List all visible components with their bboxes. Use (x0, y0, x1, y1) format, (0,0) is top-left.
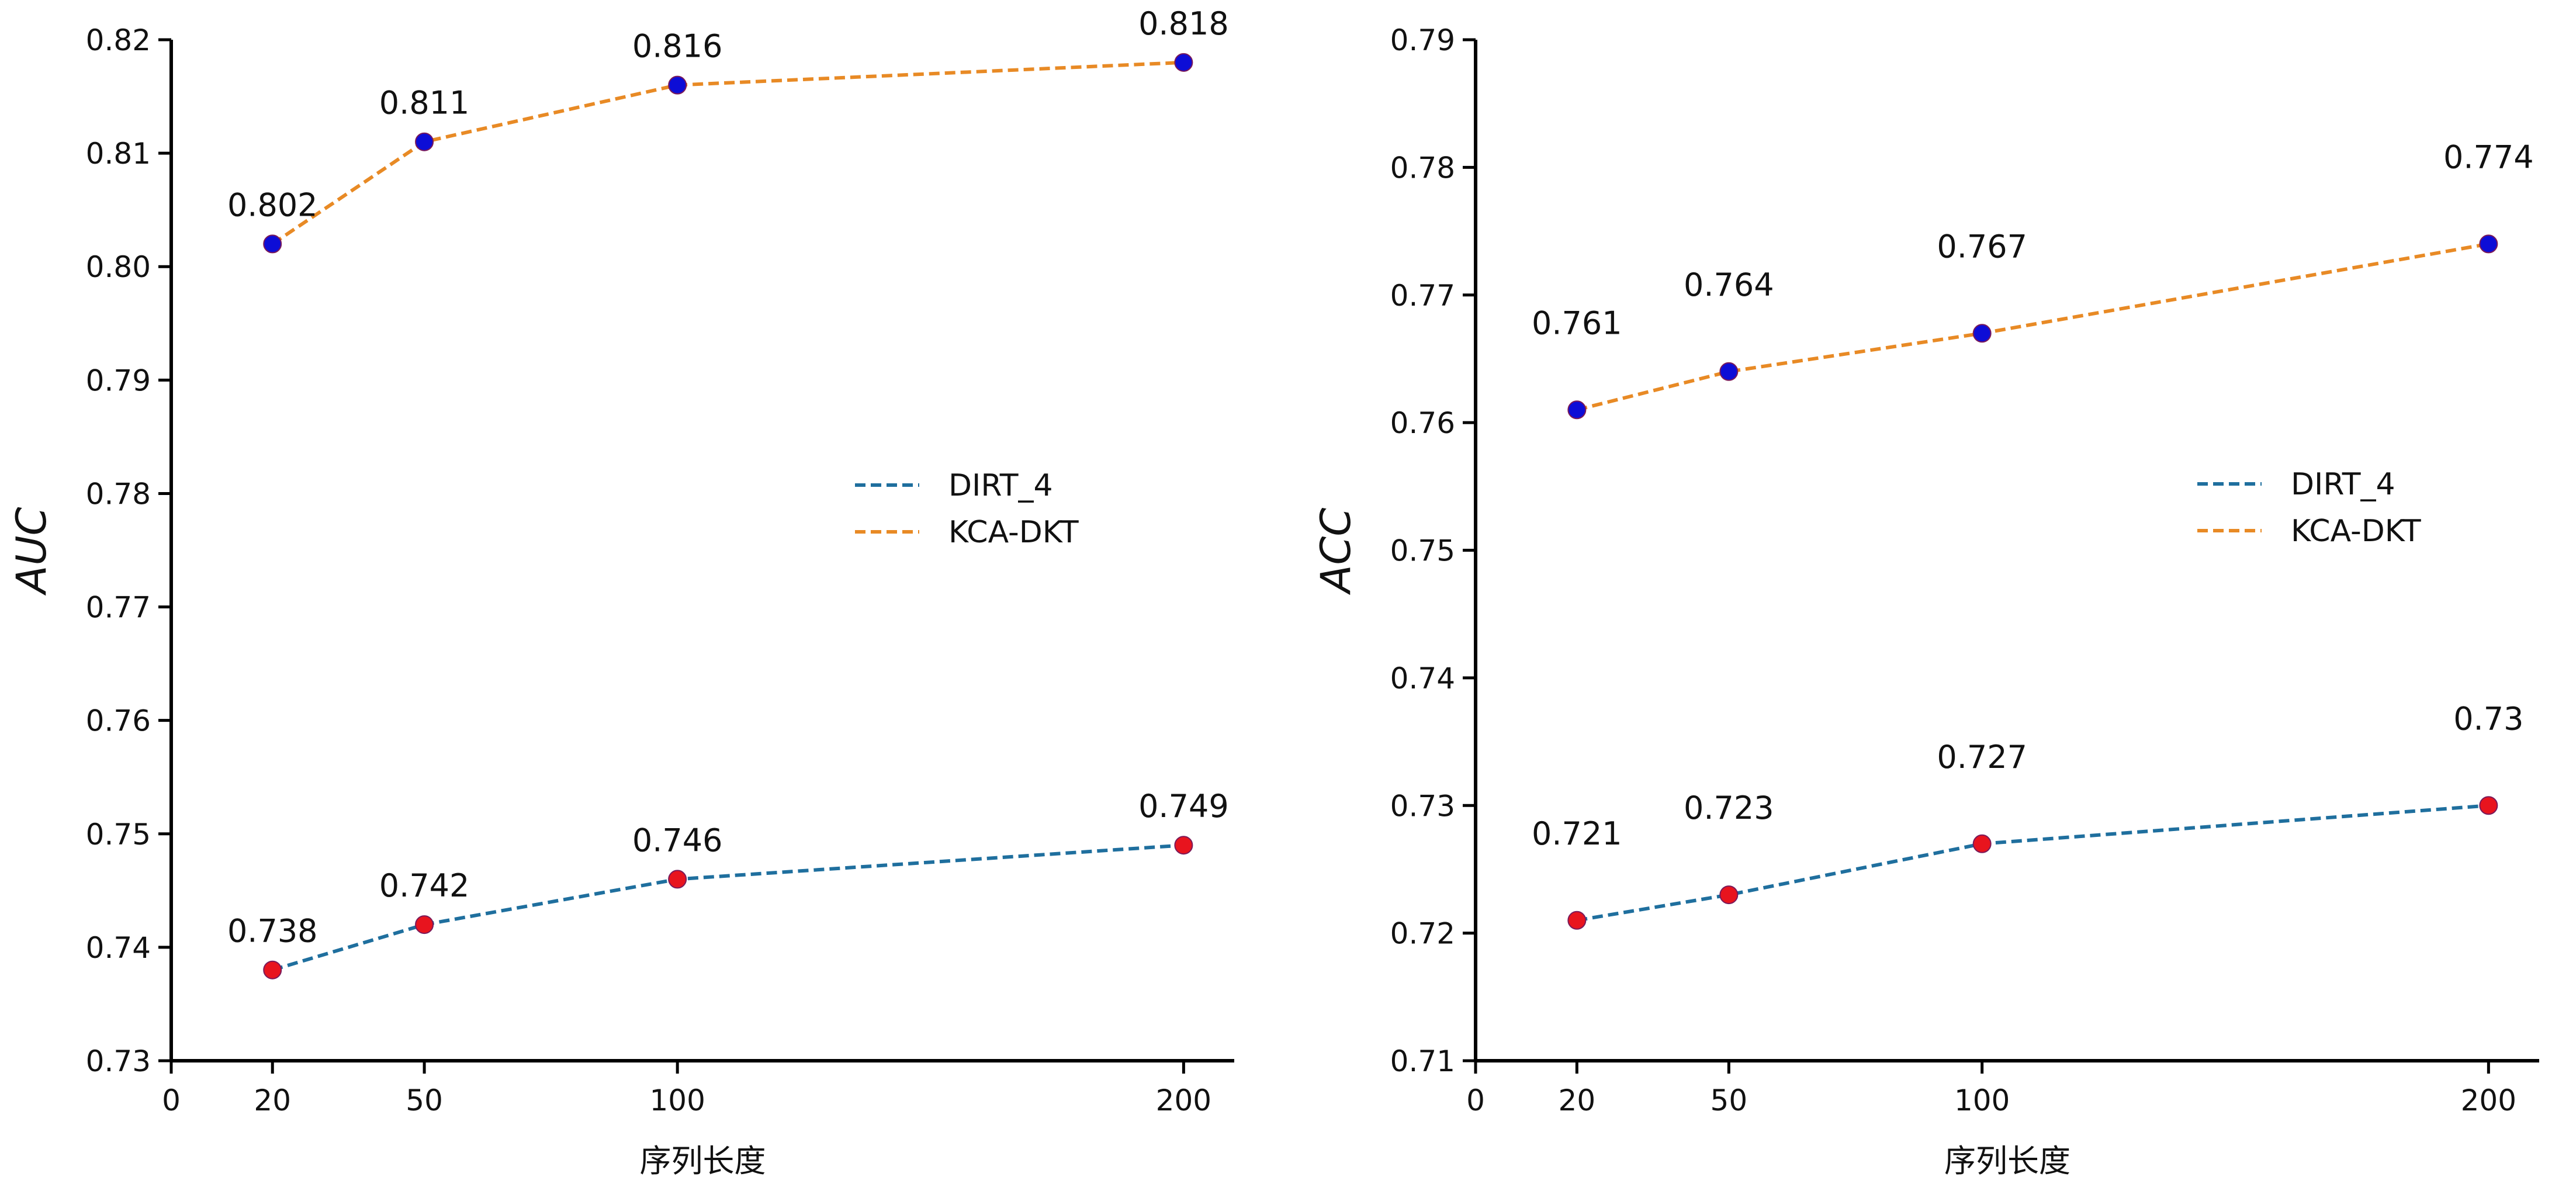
data-point (668, 75, 687, 95)
x-tick-label: 0 (1466, 1084, 1485, 1117)
data-point (1719, 362, 1739, 381)
x-tick-label: 20 (1559, 1084, 1596, 1117)
y-tick-label: 0.77 (86, 591, 151, 625)
data-label: 0.802 (227, 186, 318, 223)
data-point (1174, 53, 1193, 72)
legend-entry: DIRT_4 (948, 468, 1053, 503)
chart-panel-acc: 0.71 0.72 0.73 0.74 0.75 0.76 0.77 0.78 0.79 0 20 5… (1312, 23, 2539, 1179)
y-tick-label: 0.82 (86, 23, 151, 57)
legend-entry: KCA-DKT (2291, 514, 2421, 549)
y-tick-label: 0.75 (86, 818, 151, 852)
data-label: 0.818 (1138, 5, 1229, 42)
x-tick-label: 20 (254, 1084, 291, 1117)
data-label: 0.749 (1138, 788, 1229, 825)
x-tick-label: 200 (1156, 1084, 1211, 1117)
series-line (272, 843, 1184, 972)
data-label: 0.738 (227, 913, 318, 950)
data-point (1719, 885, 1739, 905)
series-dirt-4: 0.738 0.742 0.746 0.749 (227, 788, 1229, 980)
y-tick-label: 0.79 (86, 364, 151, 397)
y-tick-label: 0.73 (86, 1044, 151, 1078)
x-tick-label: 0 (162, 1084, 181, 1117)
series-kca-dkt: 0.802 0.811 0.816 0.818 (227, 5, 1229, 254)
data-label: 0.816 (632, 28, 723, 65)
data-label: 0.767 (1937, 228, 2027, 265)
data-label: 0.764 (1684, 266, 1774, 303)
y-tick-label: 0.77 (1390, 279, 1455, 313)
y-tick-label: 0.74 (86, 931, 151, 965)
data-label: 0.774 (2443, 139, 2534, 175)
data-point (1972, 834, 1992, 853)
legend-entry: DIRT_4 (2291, 467, 2395, 502)
data-label: 0.742 (379, 867, 470, 904)
y-tick-label: 0.74 (1390, 662, 1455, 695)
chart-panel-auc: 0.73 0.74 0.75 0.76 0.77 0.78 0.79 0.80 0.81 0.82… (8, 5, 1234, 1179)
y-axis-title: AUC (8, 507, 56, 596)
data-point (415, 132, 434, 151)
data-point (263, 960, 282, 980)
data-label: 0.727 (1937, 739, 2027, 776)
series-kca-dkt: 0.761 0.764 0.767 0.774 (1532, 139, 2534, 420)
x-tick-label: 100 (1954, 1084, 2010, 1117)
x-tick-label: 50 (406, 1084, 443, 1117)
y-tick-label: 0.76 (1390, 406, 1455, 440)
data-label: 0.721 (1532, 815, 1622, 852)
y-tick-label: 0.72 (1390, 917, 1455, 951)
data-point (668, 870, 687, 889)
series-line (1576, 804, 2489, 922)
series-line (271, 60, 1184, 245)
data-point (2479, 234, 2498, 254)
x-tick-label: 50 (1711, 1084, 1748, 1117)
data-point (1972, 324, 1992, 343)
data-point (1174, 836, 1193, 855)
x-tick-label: 100 (649, 1084, 705, 1117)
data-label: 0.761 (1532, 304, 1622, 341)
y-tick-label: 0.75 (1390, 534, 1455, 568)
y-tick-label: 0.71 (1390, 1044, 1455, 1078)
data-label: 0.73 (2453, 700, 2523, 737)
y-tick-label: 0.80 (86, 250, 151, 284)
y-tick-label: 0.78 (86, 477, 151, 511)
y-tick-label: 0.81 (86, 137, 151, 171)
series-dirt-4: 0.721 0.723 0.727 0.73 (1532, 700, 2523, 930)
data-label: 0.811 (379, 85, 470, 122)
y-tick-label: 0.78 (1390, 151, 1455, 185)
x-tick-label: 200 (2461, 1084, 2516, 1117)
data-point (1567, 400, 1587, 420)
data-point (1567, 911, 1587, 930)
series-line (1576, 242, 2489, 412)
x-axis-title: 序列长度 (1944, 1143, 2071, 1179)
data-point (263, 234, 282, 254)
y-tick-label: 0.76 (86, 704, 151, 738)
y-axis-title: ACC (1312, 508, 1360, 596)
y-tick-label: 0.79 (1390, 23, 1455, 57)
legend-entry: KCA-DKT (948, 515, 1079, 550)
data-point (2479, 796, 2498, 815)
data-label: 0.723 (1684, 790, 1774, 826)
y-tick-label: 0.73 (1390, 789, 1455, 823)
data-label: 0.746 (632, 822, 723, 859)
legend: DIRT_4 KCA-DKT (855, 468, 1079, 550)
data-point (415, 915, 434, 935)
x-axis-title: 序列长度 (640, 1143, 766, 1179)
legend: DIRT_4 KCA-DKT (2197, 467, 2421, 549)
